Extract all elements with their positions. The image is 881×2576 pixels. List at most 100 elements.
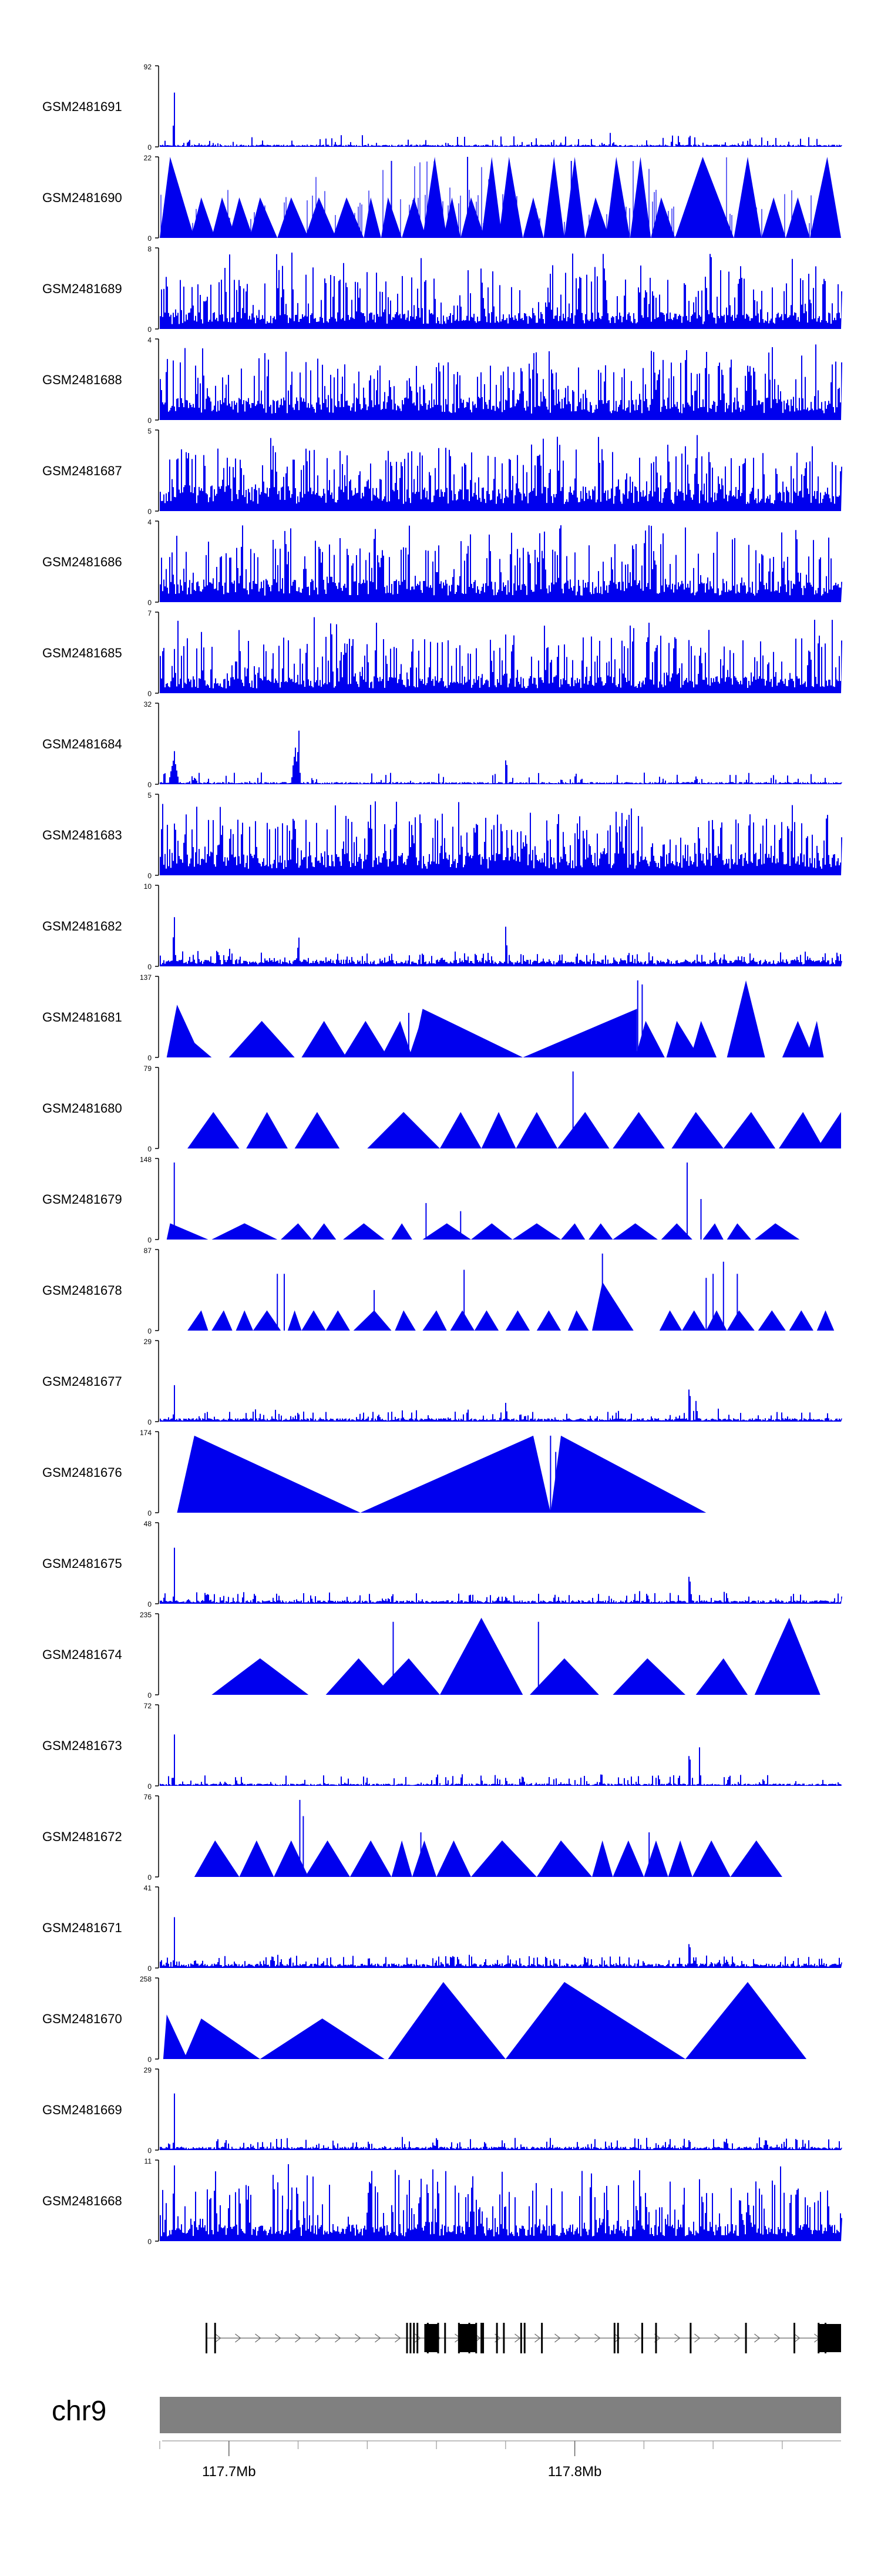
track-label: GSM2481669 xyxy=(42,2103,122,2117)
track-label: GSM2481691 xyxy=(42,99,122,114)
coverage-triangle xyxy=(671,1111,724,1148)
coverage-triangle xyxy=(211,1223,278,1240)
coverage-triangle xyxy=(806,1020,824,1057)
strand-arrow xyxy=(395,2333,401,2343)
gene-exon xyxy=(617,2323,619,2353)
coverage-triangle xyxy=(163,2014,188,2059)
track-GSM2481669: GSM2481669 29 0 xyxy=(42,2066,842,2155)
coverage-triangle xyxy=(294,1111,340,1148)
coverage-triangle xyxy=(374,1658,440,1695)
track-label: GSM2481679 xyxy=(42,1192,122,1207)
coverage-profile xyxy=(160,2093,842,2150)
coverage-triangle xyxy=(606,157,630,238)
strand-arrow xyxy=(275,2333,281,2343)
coverage-triangle xyxy=(523,1009,637,1057)
coverage-triangle xyxy=(250,197,278,238)
track-ymax-label: 10 xyxy=(144,882,152,891)
track-GSM2481677: GSM2481677 29 0 xyxy=(42,1338,842,1426)
coverage-profile xyxy=(160,435,842,511)
track-ymax-label: 41 xyxy=(144,1884,152,1892)
coverage-triangle xyxy=(635,1020,665,1057)
coverage-triangle xyxy=(412,1840,437,1877)
track-ymin-label: 0 xyxy=(147,1509,152,1517)
track-ymin-label: 0 xyxy=(147,2147,152,2155)
track-label: GSM2481686 xyxy=(42,555,122,569)
coverage-triangle xyxy=(567,1310,589,1331)
gene-exon xyxy=(214,2323,216,2353)
track-GSM2481673: GSM2481673 72 0 xyxy=(42,1702,842,1791)
coverage-profile xyxy=(160,1917,842,1968)
gene-exon xyxy=(413,2323,415,2353)
coverage-triangle xyxy=(187,1310,209,1331)
coverage-triangle xyxy=(702,1223,724,1240)
coverage-triangle xyxy=(388,1981,506,2059)
track-ymax-label: 4 xyxy=(147,518,152,526)
strand-arrow xyxy=(335,2333,341,2343)
track-label: GSM2481678 xyxy=(42,1283,122,1298)
gene-exon xyxy=(503,2323,505,2353)
coverage-triangle xyxy=(184,2019,260,2059)
coverage-triangle xyxy=(651,197,675,238)
strand-arrow xyxy=(794,2333,801,2343)
coverage-area xyxy=(160,2093,842,2150)
coverage-triangle xyxy=(470,1840,537,1877)
track-GSM2481682: GSM2481682 10 0 xyxy=(42,882,842,971)
track-GSM2481674: GSM2481674 235 0 xyxy=(42,1611,821,1700)
coverage-triangle xyxy=(301,1020,347,1057)
coverage-triangle xyxy=(439,1617,523,1695)
coverage-triangle xyxy=(523,197,544,238)
gene-exon xyxy=(523,2323,526,2353)
coverage-profile xyxy=(160,1734,842,1786)
coverage-triangle xyxy=(659,1310,682,1331)
track-ymin-label: 0 xyxy=(147,1327,152,1335)
track-ymin-label: 0 xyxy=(147,781,152,789)
track-ymax-label: 5 xyxy=(147,427,152,435)
gene-exon xyxy=(613,2323,616,2353)
track-ymin-label: 0 xyxy=(147,1873,152,1882)
coverage-triangle xyxy=(287,1310,302,1331)
chromosome-label: chr9 xyxy=(52,2396,106,2427)
strand-arrow xyxy=(554,2333,561,2343)
coverage-triangle xyxy=(692,1840,731,1877)
track-label: GSM2481675 xyxy=(42,1556,122,1571)
coverage-triangle xyxy=(530,1658,599,1695)
coverage-triangle xyxy=(644,1840,668,1877)
track-GSM2481690: GSM2481690 22 0 xyxy=(42,154,841,243)
coverage-triangle xyxy=(727,980,765,1057)
track-GSM2481687: GSM2481687 5 0 xyxy=(42,427,842,516)
coverage-area xyxy=(166,1162,800,1240)
strand-arrow xyxy=(594,2333,601,2343)
coverage-triangle xyxy=(194,1840,240,1877)
track-ymin-label: 0 xyxy=(147,143,152,152)
coverage-triangle xyxy=(706,1310,727,1331)
track-label: GSM2481670 xyxy=(42,2011,122,2026)
track-ymax-label: 79 xyxy=(144,1064,152,1073)
track-label: GSM2481671 xyxy=(42,1920,122,1935)
strand-arrow xyxy=(694,2333,701,2343)
coverage-triangle xyxy=(211,1310,233,1331)
gene-exon xyxy=(655,2323,657,2353)
strand-arrow xyxy=(734,2333,741,2343)
coverage-area xyxy=(160,1734,842,1786)
coverage-profile xyxy=(160,801,842,875)
coverage-triangle xyxy=(190,197,216,238)
genome-axis: 117.7Mb 117.8Mb xyxy=(159,2440,841,2480)
coverage-area xyxy=(160,917,842,966)
coverage-triangle xyxy=(391,1223,412,1240)
coverage-triangle xyxy=(668,1840,692,1877)
track-label: GSM2481690 xyxy=(42,190,122,205)
coverage-triangle xyxy=(761,197,786,238)
gene-exon xyxy=(444,2323,446,2353)
track-ymin-label: 0 xyxy=(147,1782,152,1791)
coverage-triangle xyxy=(561,1223,586,1240)
track-label: GSM2481689 xyxy=(42,281,122,296)
coverage-triangle xyxy=(613,1111,665,1148)
coverage-profile xyxy=(160,1547,842,1604)
coverage-triangle xyxy=(589,1223,613,1240)
strand-arrow xyxy=(534,2333,541,2343)
coverage-area xyxy=(160,801,842,875)
strand-arrow xyxy=(634,2333,641,2343)
track-label: GSM2481668 xyxy=(42,2194,122,2208)
coverage-triangle xyxy=(160,157,194,238)
strand-arrow xyxy=(355,2333,361,2343)
